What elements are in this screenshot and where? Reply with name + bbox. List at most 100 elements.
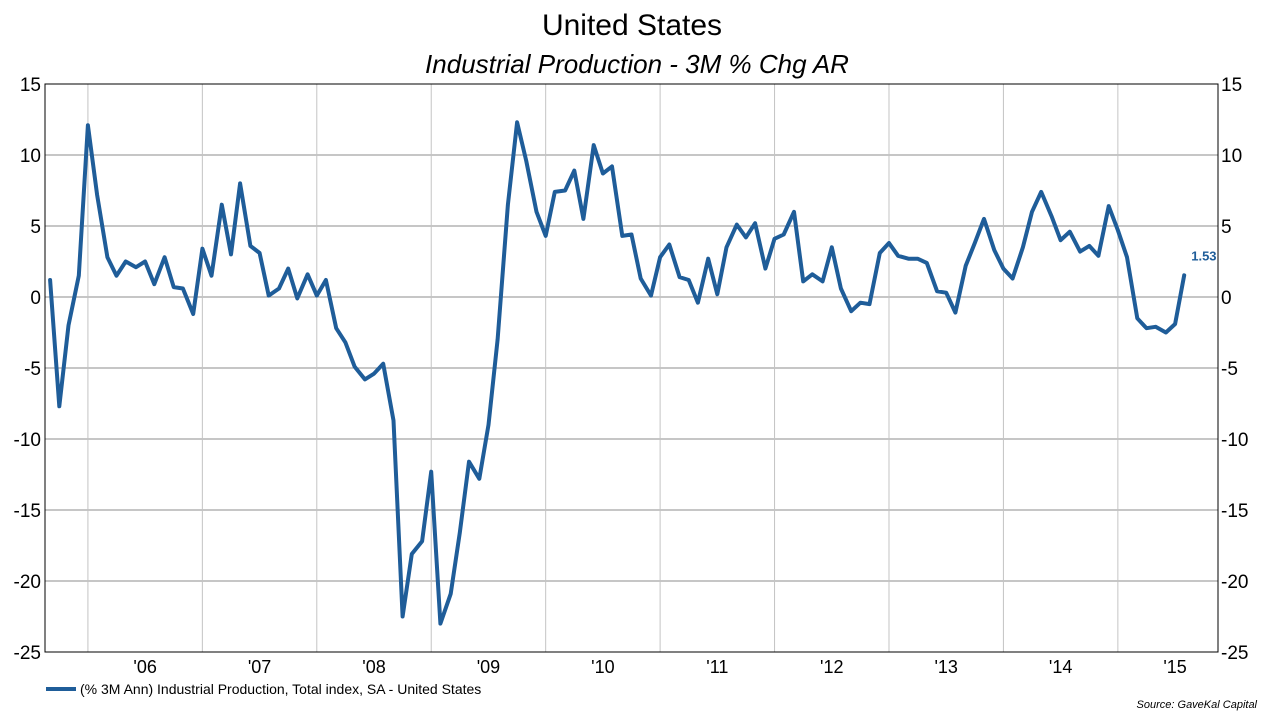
data-point [286,267,290,270]
data-point [458,531,462,534]
x-tick-label: '06 [133,657,156,677]
data-point [95,193,99,196]
data-point [735,223,738,226]
data-point [678,275,681,279]
data-point [630,233,633,236]
y-tick-label-left: 10 [20,146,41,167]
data-point [1154,325,1157,329]
data-point [315,294,318,297]
data-point [1116,229,1120,232]
data-point [506,203,510,206]
data-point [1107,204,1110,208]
data-point [887,241,891,245]
y-tick-label-right: -15 [1221,501,1248,522]
data-point [687,278,690,282]
x-tick-label: '07 [248,657,271,677]
data-point [563,189,567,192]
x-tick-label: '08 [362,657,385,677]
data-point [258,251,261,255]
data-point [801,280,805,283]
x-tick-label: '15 [1163,657,1186,677]
x-tick-label: '10 [591,657,614,677]
data-point [515,121,519,124]
data-point [115,274,118,277]
data-point [553,190,557,194]
data-point [153,283,156,286]
x-tick-label: '09 [477,657,500,677]
data-point [916,257,919,260]
data-point [535,210,538,213]
y-tick-label-right: 10 [1221,146,1242,167]
y-tick-label-left: -5 [24,359,41,380]
data-point [249,244,252,248]
data-point [1050,214,1053,218]
y-tick-label-left: -25 [14,643,41,664]
data-point [439,622,442,625]
data-point [363,378,367,381]
data-point [649,294,653,297]
data-point [410,552,413,556]
x-tick-label: '11 [706,657,728,677]
y-tick-label-left: -15 [14,501,41,522]
data-point [106,256,109,259]
data-point [753,221,757,225]
data-point [1039,190,1043,194]
data-point [525,159,528,162]
data-point [859,301,862,304]
data-point [601,172,605,175]
chart-title: United States [542,9,722,42]
data-point [210,274,213,277]
data-point [839,287,843,290]
data-point [478,477,481,480]
data-point [124,260,127,263]
y-tick-label-left: -10 [14,430,41,451]
data-point [277,287,281,290]
data-point [324,278,328,282]
source-note: Source: GaveKal Capital [1137,699,1258,711]
data-point [868,302,871,306]
data-point [1164,331,1168,334]
data-point [449,592,452,595]
data-point [134,265,138,269]
data-point [143,260,147,263]
data-point [353,365,356,368]
data-point [850,310,853,313]
data-point [1059,239,1062,242]
data-point [668,243,671,246]
y-tick-label-right: -10 [1221,430,1248,451]
data-point [86,123,90,127]
data-point [496,338,499,341]
data-point [1002,267,1005,270]
data-point [764,267,767,270]
data-point [172,285,175,289]
data-point [220,203,224,206]
data-point [1097,254,1100,258]
data-point [945,291,948,294]
data-point [201,247,204,250]
data-point [335,327,338,330]
x-tick-label: '13 [934,657,957,677]
data-point [811,273,814,276]
data-point [430,470,433,473]
data-point [639,277,642,280]
data-point [163,256,166,259]
data-point [1125,256,1129,259]
data-point [830,246,833,249]
y-tick-label-right: 15 [1221,75,1242,96]
data-point [544,234,547,238]
data-point [773,237,776,240]
y-tick-label-right: 5 [1221,217,1232,238]
y-tick-label-right: -5 [1221,359,1238,380]
chart-subtitle: Industrial Production - 3M % Chg AR [425,49,849,79]
data-point [725,246,728,249]
data-point [1136,317,1139,320]
data-point [48,278,52,282]
data-point [58,405,61,408]
y-tick-label-left: 5 [30,217,41,238]
plot-frame [44,83,1219,653]
legend: (% 3M Ann) Industrial Production, Total … [46,681,481,697]
data-point [610,165,614,168]
